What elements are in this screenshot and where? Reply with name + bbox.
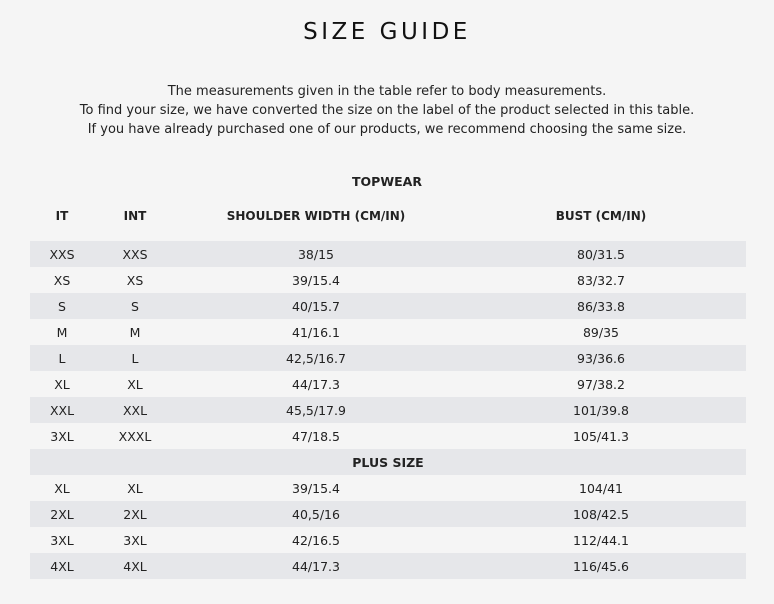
table-cell: 112/44.1 [573, 532, 629, 548]
table-row: XXL XXL 45,5/17.9 101/39.8 [30, 397, 746, 423]
intro-line: If you have already purchased one of our… [87, 122, 687, 137]
table-cell: 40,5/16 [176, 501, 456, 527]
table-cell: 89/35 [582, 324, 620, 340]
table-cell: 40/15.7 [176, 293, 456, 319]
table-cell: 45,5/17.9 [176, 397, 456, 423]
table-cell: 93/36.6 [456, 345, 746, 371]
table-cell: 105/41.3 [573, 428, 629, 444]
table-row: 2XL 2XL 40,5/16 108/42.5 [30, 501, 746, 527]
intro-line: To find your size, we have converted the… [79, 103, 695, 118]
table-row: XL XL 39/15.4 104/41 [30, 475, 746, 501]
table-cell: XXL [30, 397, 94, 423]
table-cell: 41/16.1 [292, 324, 340, 340]
table-cell: 42,5/16.7 [176, 345, 456, 371]
table-cell: XL [54, 480, 70, 496]
section-heading-plus-size: PLUS SIZE [30, 449, 746, 475]
intro-text: The measurements given in the table refe… [0, 82, 774, 139]
column-header-int: INT [123, 209, 147, 223]
table-cell: XXS [94, 241, 176, 267]
table-cell: 101/39.8 [456, 397, 746, 423]
table-cell: 4XL [30, 553, 94, 579]
table-cell: 97/38.2 [577, 376, 625, 392]
table-cell: 44/17.3 [292, 376, 340, 392]
table-cell: 39/15.4 [292, 272, 340, 288]
table-cell: XL [127, 376, 143, 392]
table-cell: 4XL [94, 553, 176, 579]
table-cell: XXS [30, 241, 94, 267]
table-row: M M 41/16.1 89/35 [30, 319, 746, 345]
table-cell: L [94, 345, 176, 371]
section-row-plus-size: PLUS SIZE [30, 449, 746, 475]
table-cell: S [94, 293, 176, 319]
table-cell: 104/41 [579, 480, 623, 496]
table-cell: S [30, 293, 94, 319]
table-cell: XXL [94, 397, 176, 423]
table-cell: 3XL [50, 532, 74, 548]
table-header-row: IT INT SHOULDER WIDTH (CM/IN) BUST (CM/I… [30, 202, 746, 241]
table-cell: 2XL [94, 501, 176, 527]
table-cell: 3XL [50, 428, 74, 444]
page-title: SIZE GUIDE [303, 19, 471, 45]
table-cell: XL [54, 376, 70, 392]
table-cell: 38/15 [176, 241, 456, 267]
size-table: IT INT SHOULDER WIDTH (CM/IN) BUST (CM/I… [30, 202, 746, 579]
table-row: XS XS 39/15.4 83/32.7 [30, 267, 746, 293]
table-cell: 44/17.3 [176, 553, 456, 579]
table-row: XXS XXS 38/15 80/31.5 [30, 241, 746, 267]
table-cell: 86/33.8 [456, 293, 746, 319]
table-cell: 116/45.6 [456, 553, 746, 579]
table-row: 3XL XXXL 47/18.5 105/41.3 [30, 423, 746, 449]
table-cell: 2XL [30, 501, 94, 527]
table-row: S S 40/15.7 86/33.8 [30, 293, 746, 319]
table-cell: M [129, 324, 141, 340]
table-cell: XS [53, 272, 71, 288]
column-header-bust: BUST (CM/IN) [555, 209, 647, 223]
column-header-it: IT [55, 209, 69, 223]
section-heading-topwear: TOPWEAR [352, 174, 422, 189]
table-cell: 80/31.5 [456, 241, 746, 267]
table-cell: XL [127, 480, 143, 496]
table-cell: L [30, 345, 94, 371]
table-row: L L 42,5/16.7 93/36.6 [30, 345, 746, 371]
table-cell: XS [126, 272, 144, 288]
table-cell: 3XL [123, 532, 147, 548]
table-cell: 108/42.5 [456, 501, 746, 527]
table-cell: M [56, 324, 68, 340]
table-cell: 47/18.5 [292, 428, 340, 444]
table-row: 4XL 4XL 44/17.3 116/45.6 [30, 553, 746, 579]
table-cell: 42/16.5 [292, 532, 340, 548]
table-row: XL XL 44/17.3 97/38.2 [30, 371, 746, 397]
intro-line: The measurements given in the table refe… [167, 84, 607, 99]
table-cell: 83/32.7 [577, 272, 625, 288]
column-header-shoulder-width: SHOULDER WIDTH (CM/IN) [226, 209, 406, 223]
table-cell: XXXL [118, 428, 152, 444]
table-row: 3XL 3XL 42/16.5 112/44.1 [30, 527, 746, 553]
table-body: XXS XXS 38/15 80/31.5 XS XS 39/15.4 83/32.7 S S 40… [30, 241, 746, 579]
table-cell: 39/15.4 [292, 480, 340, 496]
